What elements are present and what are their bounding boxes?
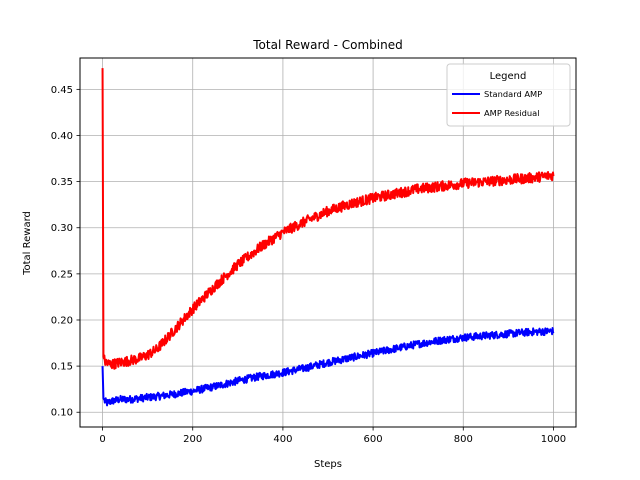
y-tick-label: 0.25 xyxy=(51,269,73,280)
legend: Legend Standard AMP AMP Residual xyxy=(446,63,571,127)
x-tick-label: 200 xyxy=(183,434,202,445)
legend-box xyxy=(446,63,571,127)
legend-label-amp-residual: AMP Residual xyxy=(484,108,540,118)
x-tick-label: 400 xyxy=(273,434,292,445)
legend-title: Legend xyxy=(490,71,527,82)
x-tick-label: 800 xyxy=(454,434,473,445)
y-tick-label: 0.35 xyxy=(51,177,73,188)
series-line-amp-residual xyxy=(101,68,555,370)
chart-title: Total Reward - Combined xyxy=(252,38,402,52)
y-tick-label: 0.40 xyxy=(51,131,73,142)
x-tick-label: 0 xyxy=(99,434,105,445)
series-layer xyxy=(101,68,555,407)
plot-frame xyxy=(79,57,577,428)
y-tick-label: 0.45 xyxy=(51,85,73,96)
y-tick-label: 0.15 xyxy=(51,362,73,373)
y-tick-label: 0.10 xyxy=(51,408,73,419)
x-tick-label: 600 xyxy=(364,434,383,445)
y-tick-label: 0.30 xyxy=(51,223,73,234)
y-tick-label: 0.20 xyxy=(51,315,73,326)
x-tick-label: 1000 xyxy=(541,434,566,445)
x-axis-label: Steps xyxy=(314,459,342,470)
y-axis: 0.10 0.15 0.20 0.25 0.30 0.35 0.40 0.45 xyxy=(51,85,80,419)
series-line-standard-amp xyxy=(101,326,555,407)
x-axis: 0 200 400 600 800 1000 xyxy=(99,427,566,445)
legend-label-standard-amp: Standard AMP xyxy=(484,89,542,99)
grid xyxy=(80,58,576,427)
y-axis-label: Total Reward xyxy=(22,211,33,276)
